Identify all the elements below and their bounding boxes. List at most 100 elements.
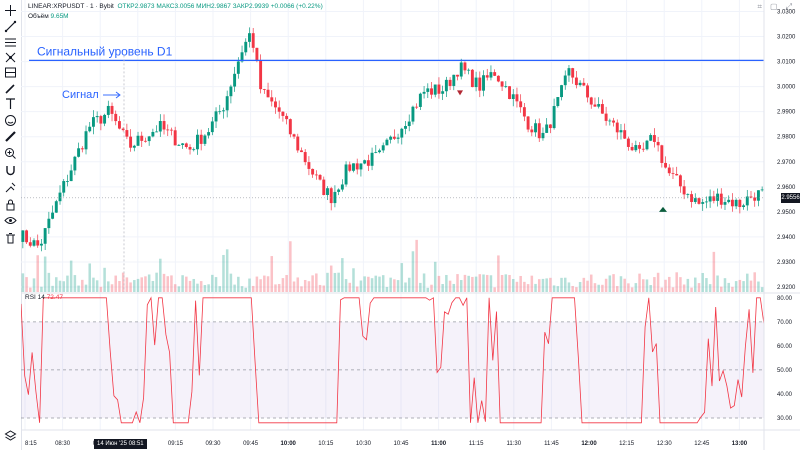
volume-bar xyxy=(29,287,32,292)
magnet-icon[interactable] xyxy=(3,163,18,178)
volume-bar xyxy=(363,276,366,292)
volume-bar xyxy=(400,263,404,292)
maximize-icon[interactable]: ⤢ xyxy=(785,2,792,11)
volume-bar xyxy=(237,276,240,292)
volume-bar xyxy=(255,276,259,292)
volume-label: Объём xyxy=(28,13,49,20)
candle xyxy=(136,135,140,146)
volume-bar xyxy=(448,280,452,292)
volume-bar xyxy=(285,274,288,292)
trendline-icon[interactable] xyxy=(3,19,18,34)
candle xyxy=(567,68,571,76)
candle xyxy=(114,113,118,122)
emoji-icon[interactable] xyxy=(3,113,18,128)
volume-bar xyxy=(582,277,586,292)
price-axis: 3.0300 3.0200 3.0100 3.0000 2.9900 2.9800 2.97… xyxy=(763,0,796,450)
candle xyxy=(690,194,694,202)
volume-bar xyxy=(211,274,214,292)
volume-bar xyxy=(103,267,106,292)
candle xyxy=(615,122,619,133)
candle xyxy=(177,144,181,146)
volume-bar xyxy=(322,285,326,292)
candle xyxy=(496,75,500,82)
candle xyxy=(132,145,136,148)
time-tick-label: 10:00 xyxy=(281,441,297,447)
candle xyxy=(433,84,437,95)
volume-bar xyxy=(159,258,162,292)
candle xyxy=(173,130,177,146)
candle xyxy=(370,152,374,166)
candle xyxy=(303,152,307,163)
candle xyxy=(240,52,244,62)
volume-bar xyxy=(760,287,764,292)
volume-bar xyxy=(604,278,608,292)
price-tick-label: 2.9900 xyxy=(777,110,796,116)
ruler-icon[interactable] xyxy=(3,129,18,144)
candle xyxy=(411,106,415,122)
candle xyxy=(28,242,32,246)
volume-bar xyxy=(374,275,378,292)
candle xyxy=(582,82,586,86)
volume-bar xyxy=(608,275,612,292)
eye-icon[interactable] xyxy=(3,213,18,228)
volume-bar xyxy=(393,279,396,292)
candle xyxy=(619,130,623,133)
volume-bar xyxy=(404,282,407,292)
fib-icon[interactable] xyxy=(3,35,18,50)
volume-bar xyxy=(114,275,117,292)
volume-bar xyxy=(426,287,430,292)
candle xyxy=(381,145,385,151)
volume-bar xyxy=(40,286,43,292)
price-tick-label: 2.9500 xyxy=(777,210,796,216)
lock-icon[interactable] xyxy=(3,197,18,212)
volume-bar xyxy=(25,277,28,292)
price-tick-label: 3.0300 xyxy=(777,10,796,16)
volume-bar xyxy=(207,284,210,292)
cursor-icon[interactable] xyxy=(3,3,18,18)
volume-bar xyxy=(129,282,132,292)
rsi-legend: RSI 14 72.47 xyxy=(25,294,63,302)
chart-area[interactable]: Сигнальный уровень D1 Сигнал 3.0300 3.0200 3… xyxy=(21,0,800,450)
volume-bar xyxy=(586,280,589,292)
camera-icon[interactable]: ⌗ xyxy=(757,2,763,11)
buy-marker xyxy=(659,206,667,212)
volume-bar xyxy=(656,272,660,292)
pattern-icon[interactable] xyxy=(3,50,18,65)
time-tick-label: 09:15 xyxy=(168,441,184,447)
symbol-label[interactable]: LINEAR:XRPUSDT · 1 · Bybit xyxy=(28,3,114,10)
volume-bar xyxy=(675,272,678,292)
candle xyxy=(545,124,549,133)
volume-bar xyxy=(21,273,25,292)
volume-bar xyxy=(333,272,337,292)
volume-bar xyxy=(452,283,456,292)
volume-bar xyxy=(508,274,511,292)
text-icon[interactable] xyxy=(3,96,18,111)
zoom-icon[interactable] xyxy=(3,146,18,161)
volume-bar xyxy=(537,279,541,292)
time-tick-label: 10:30 xyxy=(356,441,372,447)
candle xyxy=(749,196,753,198)
volume-bar xyxy=(463,274,467,292)
brush-icon[interactable] xyxy=(3,81,18,96)
volume-bar xyxy=(690,287,693,292)
layers-icon[interactable] xyxy=(3,428,18,443)
volume-bar xyxy=(315,273,318,292)
candle xyxy=(103,114,107,124)
volume-bar xyxy=(623,278,626,292)
candle xyxy=(259,60,263,90)
candle xyxy=(214,111,218,122)
chart-canvas[interactable]: Сигнальный уровень D1Сигнал3.03003.02003… xyxy=(21,0,800,450)
volume-bar xyxy=(136,278,140,292)
candle xyxy=(236,61,240,74)
volume-bar xyxy=(649,285,652,292)
trash-icon[interactable] xyxy=(3,231,18,246)
lock-draw-icon[interactable] xyxy=(3,180,18,195)
candle xyxy=(541,132,545,139)
candle xyxy=(437,84,441,94)
candle xyxy=(641,148,645,150)
volume-bar xyxy=(326,272,329,292)
candle xyxy=(474,77,478,88)
volume-bar xyxy=(571,285,574,292)
projection-icon[interactable] xyxy=(3,65,18,80)
fullscreen-icon[interactable]: ▢ xyxy=(770,2,778,11)
